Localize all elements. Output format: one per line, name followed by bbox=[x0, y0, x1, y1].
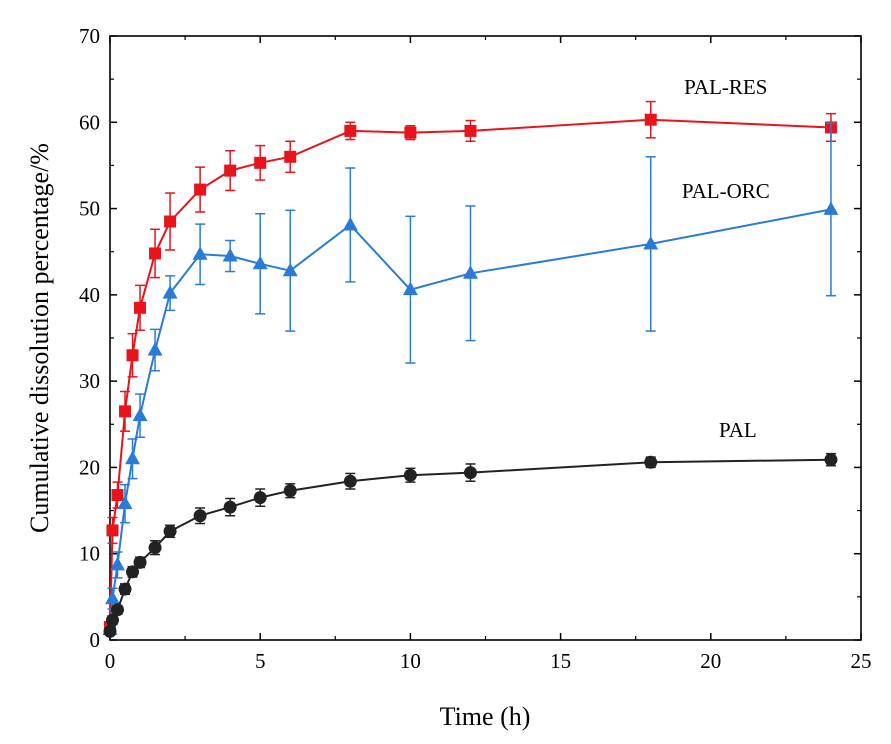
data-point-circle bbox=[126, 565, 140, 579]
series-label: PAL-RES bbox=[684, 75, 767, 99]
plot-frame bbox=[109, 35, 862, 641]
series-pal-orc bbox=[102, 122, 839, 636]
data-point-triangle bbox=[192, 246, 208, 260]
data-point-square bbox=[284, 150, 297, 163]
x-tick-label: 20 bbox=[700, 649, 721, 673]
data-point-circle bbox=[403, 468, 417, 482]
data-point-triangle bbox=[643, 235, 659, 250]
data-point-square bbox=[464, 124, 477, 137]
data-point-triangle bbox=[104, 590, 120, 605]
data-point-triangle bbox=[125, 450, 141, 465]
x-axis-title: Time (h) bbox=[440, 702, 531, 731]
data-point-triangle bbox=[222, 248, 238, 262]
data-point-triangle bbox=[342, 216, 358, 231]
data-point-circle bbox=[644, 455, 658, 469]
data-point-circle bbox=[463, 466, 477, 480]
data-point-circle bbox=[105, 613, 119, 627]
data-point-circle bbox=[223, 500, 237, 514]
data-point-triangle bbox=[117, 495, 133, 510]
data-point-square bbox=[149, 247, 162, 260]
data-point-circle bbox=[283, 484, 297, 498]
series-line bbox=[109, 458, 832, 632]
y-tick-label: 70 bbox=[79, 24, 100, 48]
data-point-square bbox=[224, 164, 237, 177]
data-point-triangle bbox=[462, 265, 478, 279]
data-point-triangle bbox=[147, 342, 163, 356]
data-point-triangle bbox=[402, 281, 418, 296]
data-point-circle bbox=[343, 474, 357, 488]
data-point-triangle bbox=[282, 262, 298, 277]
data-point-square bbox=[644, 113, 657, 126]
y-tick-label: 50 bbox=[79, 197, 100, 221]
data-point-circle bbox=[193, 509, 207, 523]
series-pal-res bbox=[104, 100, 837, 634]
x-tick-label: 0 bbox=[105, 649, 116, 673]
annotation-layer: PAL-RES PAL-ORC PAL bbox=[682, 75, 770, 442]
data-point-triangle bbox=[132, 407, 148, 422]
data-point-triangle bbox=[823, 201, 839, 215]
y-tick-label: 30 bbox=[79, 369, 100, 393]
series-label: PAL-ORC bbox=[682, 179, 770, 203]
data-point-circle bbox=[118, 582, 132, 596]
data-point-square bbox=[404, 126, 417, 139]
y-tick-label: 20 bbox=[79, 455, 100, 479]
y-tick-label: 0 bbox=[90, 628, 101, 652]
data-point-circle bbox=[133, 555, 147, 569]
series-layer bbox=[102, 100, 839, 638]
data-point-triangle bbox=[252, 255, 268, 270]
data-point-circle bbox=[103, 624, 117, 638]
data-point-circle bbox=[253, 491, 267, 505]
axis-ticks: 0 5 10 15 20 25 0 10 20 30 40 50 60 70 bbox=[79, 24, 872, 673]
data-point-circle bbox=[824, 453, 838, 467]
data-point-square bbox=[111, 489, 124, 502]
data-point-square bbox=[126, 349, 139, 362]
data-point-circle bbox=[163, 524, 177, 538]
data-point-triangle bbox=[162, 285, 178, 299]
data-point-square bbox=[164, 215, 177, 228]
y-axis-title: Cumulative dissolution percentage/% bbox=[25, 143, 54, 533]
y-tick-label: 10 bbox=[79, 542, 100, 566]
series-pal bbox=[103, 452, 838, 638]
data-point-square bbox=[106, 524, 119, 537]
y-tick-label: 40 bbox=[79, 283, 100, 307]
x-tick-label: 5 bbox=[255, 649, 266, 673]
data-point-square bbox=[254, 156, 267, 169]
data-point-square bbox=[134, 301, 147, 314]
series-label: PAL bbox=[719, 418, 757, 442]
data-point-square bbox=[119, 405, 132, 418]
data-point-square bbox=[194, 183, 207, 196]
x-tick-label: 25 bbox=[851, 649, 872, 673]
data-point-circle bbox=[148, 541, 162, 555]
x-tick-label: 10 bbox=[400, 649, 421, 673]
data-point-square bbox=[344, 124, 357, 137]
data-point-circle bbox=[111, 603, 125, 617]
data-point-triangle bbox=[110, 556, 126, 571]
y-tick-label: 60 bbox=[79, 110, 100, 134]
x-tick-label: 15 bbox=[550, 649, 571, 673]
